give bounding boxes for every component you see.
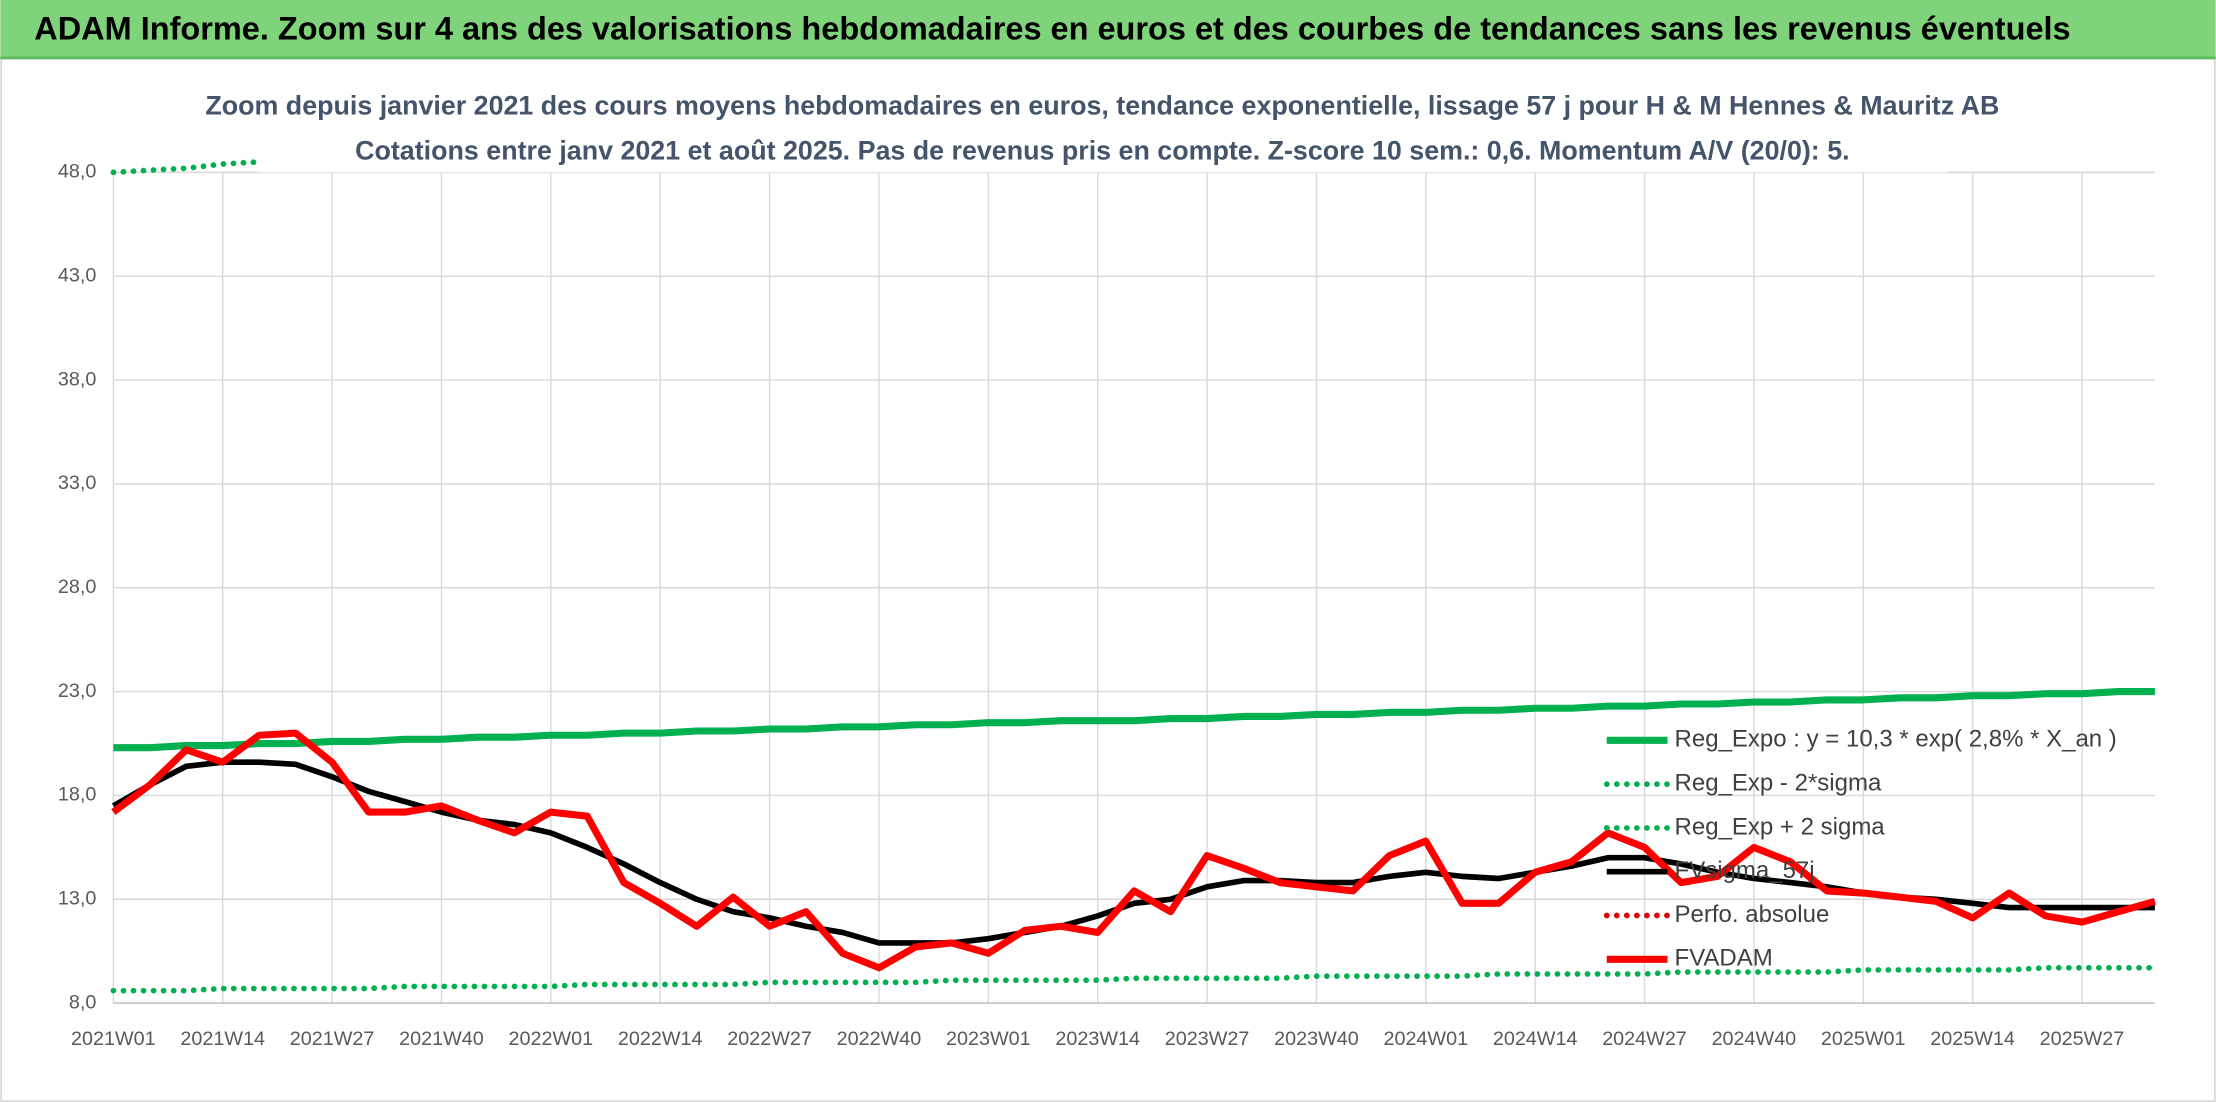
header-title: ADAM Informe. Zoom sur 4 ans des valoris…	[34, 11, 2070, 47]
x-tick-label: 2022W14	[618, 1028, 703, 1050]
x-tick-label: 2023W14	[1055, 1028, 1140, 1050]
y-tick-label: 18,0	[58, 784, 96, 806]
x-tick-label: 2024W40	[1712, 1028, 1797, 1050]
y-tick-label: 48,0	[58, 161, 96, 183]
legend-label: Reg_Expo : y = 10,3 * exp( 2,8% * X_an )	[1675, 726, 2117, 753]
x-tick-label: 2021W14	[180, 1028, 265, 1050]
header-rule	[0, 56, 2216, 60]
x-tick-label: 2022W27	[727, 1028, 812, 1050]
y-tick-label: 33,0	[58, 472, 96, 494]
series-line	[111, 729, 2156, 972]
header-band	[0, 0, 2216, 58]
legend-label: FVsigma_57j	[1675, 857, 1815, 884]
series-line	[110, 964, 2158, 994]
legend-label: Perfo. absolue	[1675, 901, 1830, 928]
legend-label: Reg_Exp - 2*sigma	[1675, 769, 1882, 796]
x-tick-label: 2022W01	[509, 1028, 594, 1050]
legend: Reg_Expo : y = 10,3 * exp( 2,8% * X_an )…	[1603, 726, 2117, 972]
legend-label: FVADAM	[1675, 945, 1773, 972]
x-tick-label: 2022W40	[837, 1028, 922, 1050]
x-tick-label: 2025W27	[2040, 1028, 2125, 1050]
y-tick-label: 23,0	[58, 680, 96, 702]
title-box	[258, 81, 1948, 173]
legend-label: Reg_Exp + 2 sigma	[1675, 813, 1886, 840]
y-tick-label: 43,0	[58, 264, 96, 286]
y-tick-label: 38,0	[58, 368, 96, 390]
x-tick-label: 2023W01	[946, 1028, 1031, 1050]
x-tick-label: 2023W40	[1274, 1028, 1359, 1050]
series-line	[113, 688, 2155, 752]
chart-subtitle: Cotations entre janv 2021 et août 2025. …	[355, 136, 1849, 166]
x-tick-label: 2025W14	[1930, 1028, 2015, 1050]
x-tick-label: 2025W01	[1821, 1028, 1906, 1050]
x-tick-label: 2023W27	[1165, 1028, 1250, 1050]
x-tick-label: 2024W14	[1493, 1028, 1578, 1050]
x-tick-label: 2021W01	[71, 1028, 156, 1050]
y-tick-label: 13,0	[58, 887, 96, 909]
chart-title: Zoom depuis janvier 2021 des cours moyen…	[205, 90, 1999, 120]
x-tick-label: 2024W01	[1383, 1028, 1468, 1050]
x-tick-label: 2021W27	[290, 1028, 375, 1050]
y-tick-label: 8,0	[69, 991, 96, 1013]
x-tick-label: 2024W27	[1602, 1028, 1687, 1050]
x-tick-label: 2021W40	[399, 1028, 484, 1050]
y-tick-label: 28,0	[58, 576, 96, 598]
